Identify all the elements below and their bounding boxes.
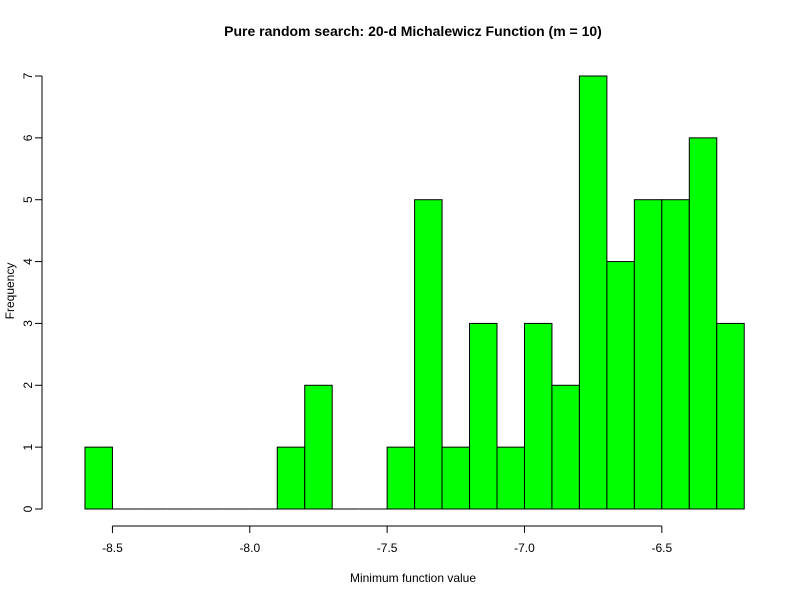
y-axis-label: Frequency — [3, 263, 17, 320]
y-tick-label: 0 — [21, 505, 35, 512]
y-tick-label: 1 — [21, 443, 35, 450]
x-tick-label: -8.5 — [102, 541, 123, 555]
y-tick-label: 6 — [21, 134, 35, 141]
histogram-bar — [688, 137, 718, 510]
histogram-bar — [441, 446, 471, 510]
histogram-bar — [606, 261, 635, 510]
histogram-bar — [84, 446, 113, 510]
histogram-bar — [414, 199, 443, 510]
histogram-bar — [661, 199, 690, 510]
y-tick-label: 7 — [21, 72, 35, 79]
y-tick-label: 4 — [21, 258, 35, 265]
histogram-bar — [523, 322, 553, 510]
histogram-bar — [578, 75, 608, 510]
histogram-bar — [276, 446, 306, 510]
x-axis-label: Minimum function value — [350, 571, 476, 585]
x-tick-label: -6.5 — [651, 541, 672, 555]
histogram-bar — [633, 199, 663, 510]
y-tick-label: 3 — [21, 320, 35, 327]
x-tick-label: -7.0 — [514, 541, 535, 555]
histogram-bar — [386, 446, 416, 510]
x-tick-label: -8.0 — [239, 541, 260, 555]
y-tick-label: 5 — [21, 196, 35, 203]
histogram-bar — [469, 322, 498, 510]
histogram-bar — [496, 446, 525, 510]
y-axis: 0 1 2 3 4 5 6 7 — [21, 72, 43, 512]
histogram-bar — [304, 384, 333, 510]
histogram-bar — [551, 384, 580, 510]
y-tick-label: 2 — [21, 382, 35, 389]
histogram-bar — [716, 322, 745, 510]
x-tick-label: -7.5 — [377, 541, 398, 555]
bars-layer — [84, 75, 745, 510]
chart-title: Pure random search: 20-d Michalewicz Fun… — [224, 23, 602, 39]
x-axis: -8.5 -8.0 -7.5 -7.0 -6.5 — [102, 525, 672, 555]
